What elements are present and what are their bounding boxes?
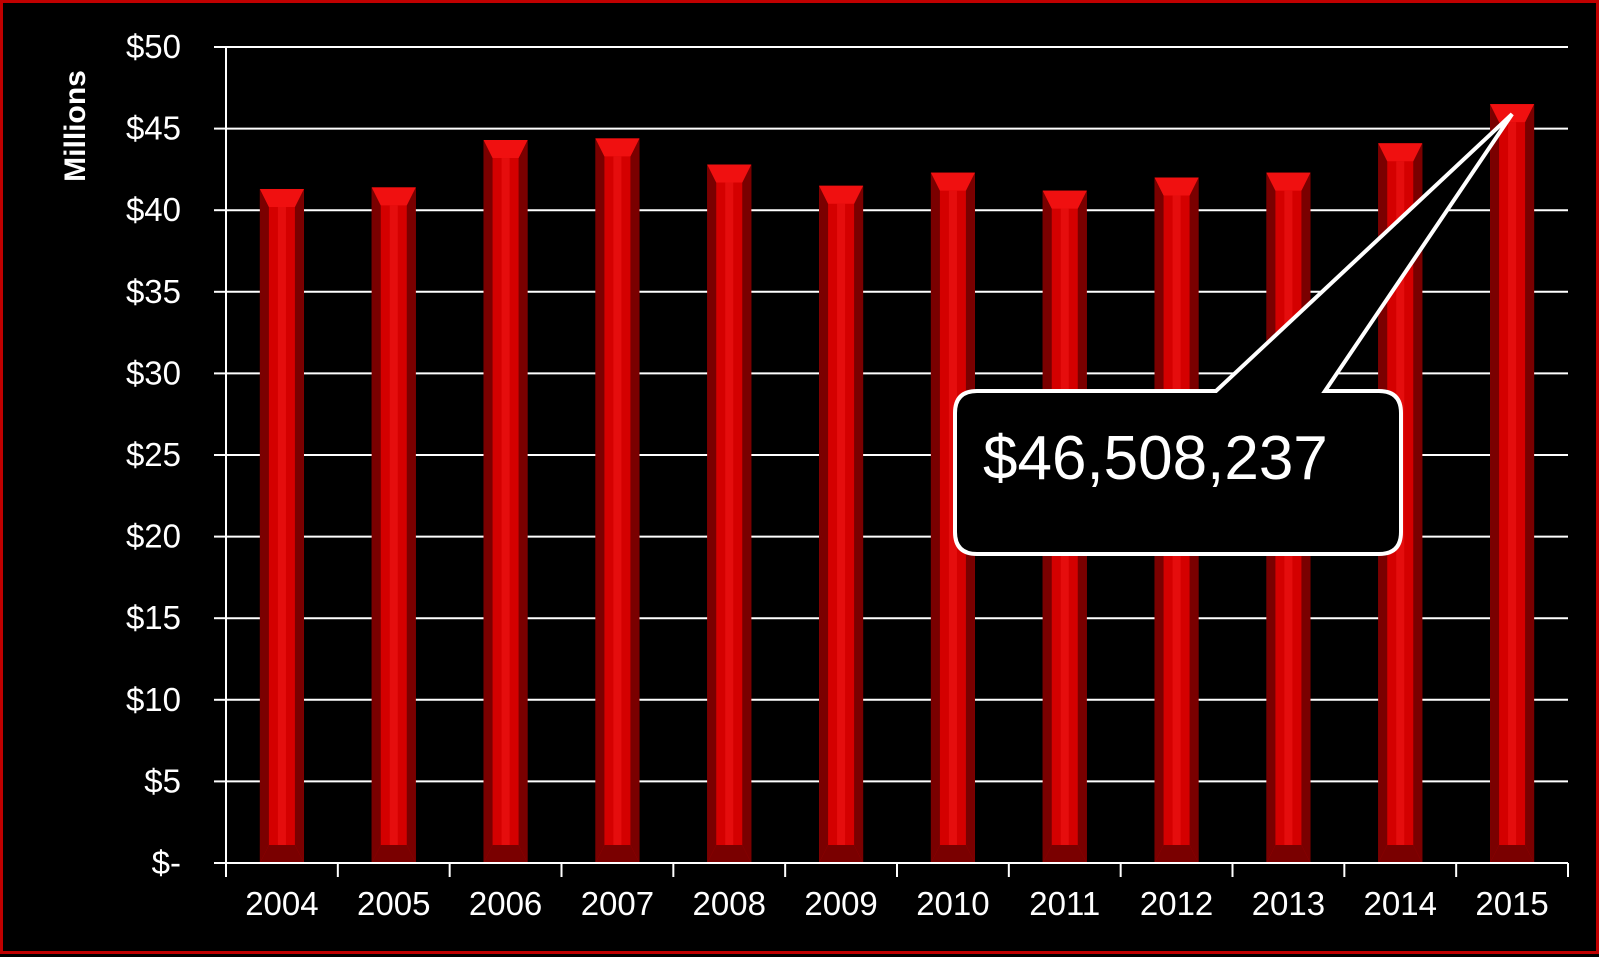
- bar-bottom: [483, 845, 528, 863]
- bar-top: [1042, 190, 1087, 209]
- bar-side-right: [630, 138, 640, 864]
- y-tick-label: $50: [126, 28, 181, 65]
- bar-side-right: [1413, 143, 1423, 864]
- y-axis-title: Millions: [59, 70, 92, 182]
- y-tick-label: $15: [126, 599, 181, 636]
- bar-bottom: [1042, 845, 1087, 863]
- bar-top: [1490, 104, 1535, 123]
- x-tick-label: 2008: [693, 885, 766, 922]
- bar-highlight: [501, 158, 510, 846]
- x-tick-label: 2004: [245, 885, 318, 922]
- bar-bottom: [595, 845, 640, 863]
- bar-side-right: [742, 164, 752, 863]
- x-tick-label: 2013: [1252, 885, 1325, 922]
- bar-side-left: [595, 138, 605, 864]
- bar-side-left: [819, 185, 829, 864]
- y-tick-label: $45: [126, 110, 181, 147]
- bar-bottom: [819, 845, 864, 863]
- x-tick-label: 2005: [357, 885, 430, 922]
- y-tick-label: $35: [126, 273, 181, 310]
- y-tick-label: $30: [126, 354, 181, 391]
- bar-top: [1378, 143, 1423, 162]
- y-tick-labels: $- $5 $10 $15 $20 $25 $30 $35 $40 $45 $50: [126, 28, 181, 881]
- x-tick-label: 2014: [1364, 885, 1437, 922]
- x-tick-label: 2010: [916, 885, 989, 922]
- x-tick-label: 2011: [1029, 885, 1100, 922]
- callout: $46,508,237: [953, 112, 1514, 556]
- bar-side-left: [1490, 104, 1500, 864]
- bar-bottom: [707, 845, 752, 863]
- bar-top: [930, 172, 975, 191]
- bar-bottom: [1378, 845, 1423, 863]
- bar-bottom: [1490, 845, 1535, 863]
- y-tick-label: $40: [126, 191, 181, 228]
- callout-bubble: [953, 112, 1514, 556]
- bar-top: [707, 164, 752, 183]
- x-tick-label: 2006: [469, 885, 542, 922]
- bar-side-left: [707, 164, 717, 863]
- bar: [259, 188, 304, 863]
- bar: [483, 140, 528, 864]
- bar-bottom: [259, 845, 304, 863]
- bar: [595, 138, 640, 864]
- x-tick-label: 2012: [1140, 885, 1213, 922]
- bar-side-left: [483, 140, 493, 864]
- x-tick-label: 2015: [1475, 885, 1548, 922]
- bar-bottom: [1154, 845, 1199, 863]
- axes: [225, 47, 1569, 877]
- x-tick-label: 2007: [581, 885, 654, 922]
- bar-top: [1154, 177, 1199, 196]
- bar-bottom: [930, 845, 975, 863]
- bar-top: [259, 188, 304, 207]
- bar-highlight: [1508, 122, 1517, 846]
- bar-highlight: [837, 203, 846, 846]
- y-tick-label: $5: [144, 762, 181, 799]
- bar-side-right: [1525, 104, 1535, 864]
- bar-top: [371, 187, 416, 206]
- bar: [371, 187, 416, 864]
- bar-side-left: [259, 188, 269, 863]
- bar-highlight: [725, 182, 734, 845]
- y-tick-label: $10: [126, 681, 181, 718]
- y-tick-label: $20: [126, 518, 181, 555]
- bar-highlight: [389, 205, 398, 846]
- bar-side-right: [854, 185, 864, 864]
- bar-side-left: [930, 172, 940, 863]
- bar-top: [819, 185, 864, 204]
- bar-top: [1266, 172, 1311, 191]
- bar-side-right: [406, 187, 416, 864]
- bar-highlight: [277, 206, 286, 845]
- bar-highlight: [948, 190, 957, 845]
- bar-top: [483, 140, 528, 159]
- bar-chart: $- $5 $10 $15 $20 $25 $30 $35 $40 $45 $50 2004 2005…: [59, 28, 1569, 922]
- x-tick-labels: 2004 2005 2006 2007 2008 2009 2010 2011 2012 2013…: [245, 885, 1549, 922]
- bar: [707, 164, 752, 863]
- bar-highlight: [613, 156, 622, 846]
- callout-label: $46,508,237: [983, 424, 1328, 493]
- y-tick-label: $-: [152, 844, 181, 881]
- bar: [1490, 104, 1535, 864]
- bar-top: [595, 138, 640, 157]
- y-tick-label: $25: [126, 436, 181, 473]
- bar-side-right: [518, 140, 528, 864]
- bar: [819, 185, 864, 864]
- bar-bottom: [1266, 845, 1311, 863]
- bar-bottom: [371, 845, 416, 863]
- x-tick-label: 2009: [804, 885, 877, 922]
- bar-side-left: [371, 187, 381, 864]
- bar-side-right: [294, 188, 304, 863]
